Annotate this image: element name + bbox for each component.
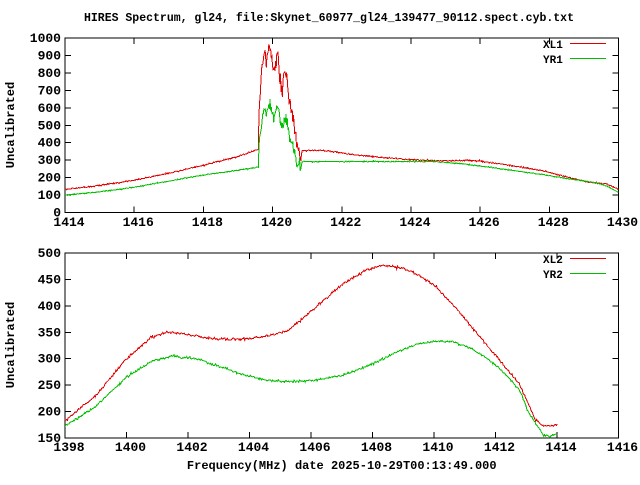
svg-text:400: 400 (38, 136, 62, 151)
svg-text:1414: 1414 (53, 215, 84, 230)
svg-text:1410: 1410 (422, 440, 453, 455)
svg-text:350: 350 (38, 325, 62, 340)
svg-text:1420: 1420 (261, 215, 292, 230)
svg-text:1416: 1416 (607, 440, 638, 455)
svg-text:1412: 1412 (484, 440, 515, 455)
svg-text:1402: 1402 (176, 440, 207, 455)
svg-text:1408: 1408 (361, 440, 392, 455)
svg-text:Frequency(MHz) date 2025-10-29: Frequency(MHz) date 2025-10-29T00:13:49.… (187, 459, 497, 473)
svg-text:600: 600 (38, 101, 62, 116)
svg-text:YR1: YR1 (543, 55, 563, 67)
svg-text:450: 450 (38, 272, 62, 287)
svg-text:Uncalibrated: Uncalibrated (4, 302, 18, 388)
svg-text:1430: 1430 (607, 215, 638, 230)
svg-text:1424: 1424 (399, 215, 430, 230)
svg-text:1426: 1426 (469, 215, 500, 230)
svg-text:900: 900 (38, 48, 62, 63)
svg-text:500: 500 (38, 246, 62, 261)
svg-text:1406: 1406 (299, 440, 330, 455)
svg-text:HIRES Spectrum, gl24, file:Sky: HIRES Spectrum, gl24, file:Skynet_60977_… (84, 12, 574, 25)
svg-text:Uncalibrated: Uncalibrated (4, 82, 18, 168)
svg-text:300: 300 (38, 153, 62, 168)
svg-text:XL1: XL1 (543, 40, 563, 52)
svg-text:1000: 1000 (30, 31, 61, 46)
svg-text:200: 200 (38, 171, 62, 186)
svg-text:YR2: YR2 (543, 270, 563, 282)
svg-text:300: 300 (38, 352, 62, 367)
svg-text:1422: 1422 (330, 215, 361, 230)
svg-text:100: 100 (38, 188, 62, 203)
svg-text:400: 400 (38, 299, 62, 314)
svg-text:1398: 1398 (53, 440, 84, 455)
svg-text:XL2: XL2 (543, 255, 563, 267)
svg-text:200: 200 (38, 405, 62, 420)
svg-text:1404: 1404 (238, 440, 269, 455)
svg-text:700: 700 (38, 83, 62, 98)
svg-text:1414: 1414 (545, 440, 576, 455)
svg-text:1416: 1416 (123, 215, 154, 230)
svg-text:1400: 1400 (115, 440, 146, 455)
svg-text:250: 250 (38, 378, 62, 393)
svg-text:1428: 1428 (538, 215, 569, 230)
svg-text:500: 500 (38, 118, 62, 133)
svg-text:1418: 1418 (192, 215, 223, 230)
svg-text:800: 800 (38, 66, 62, 81)
